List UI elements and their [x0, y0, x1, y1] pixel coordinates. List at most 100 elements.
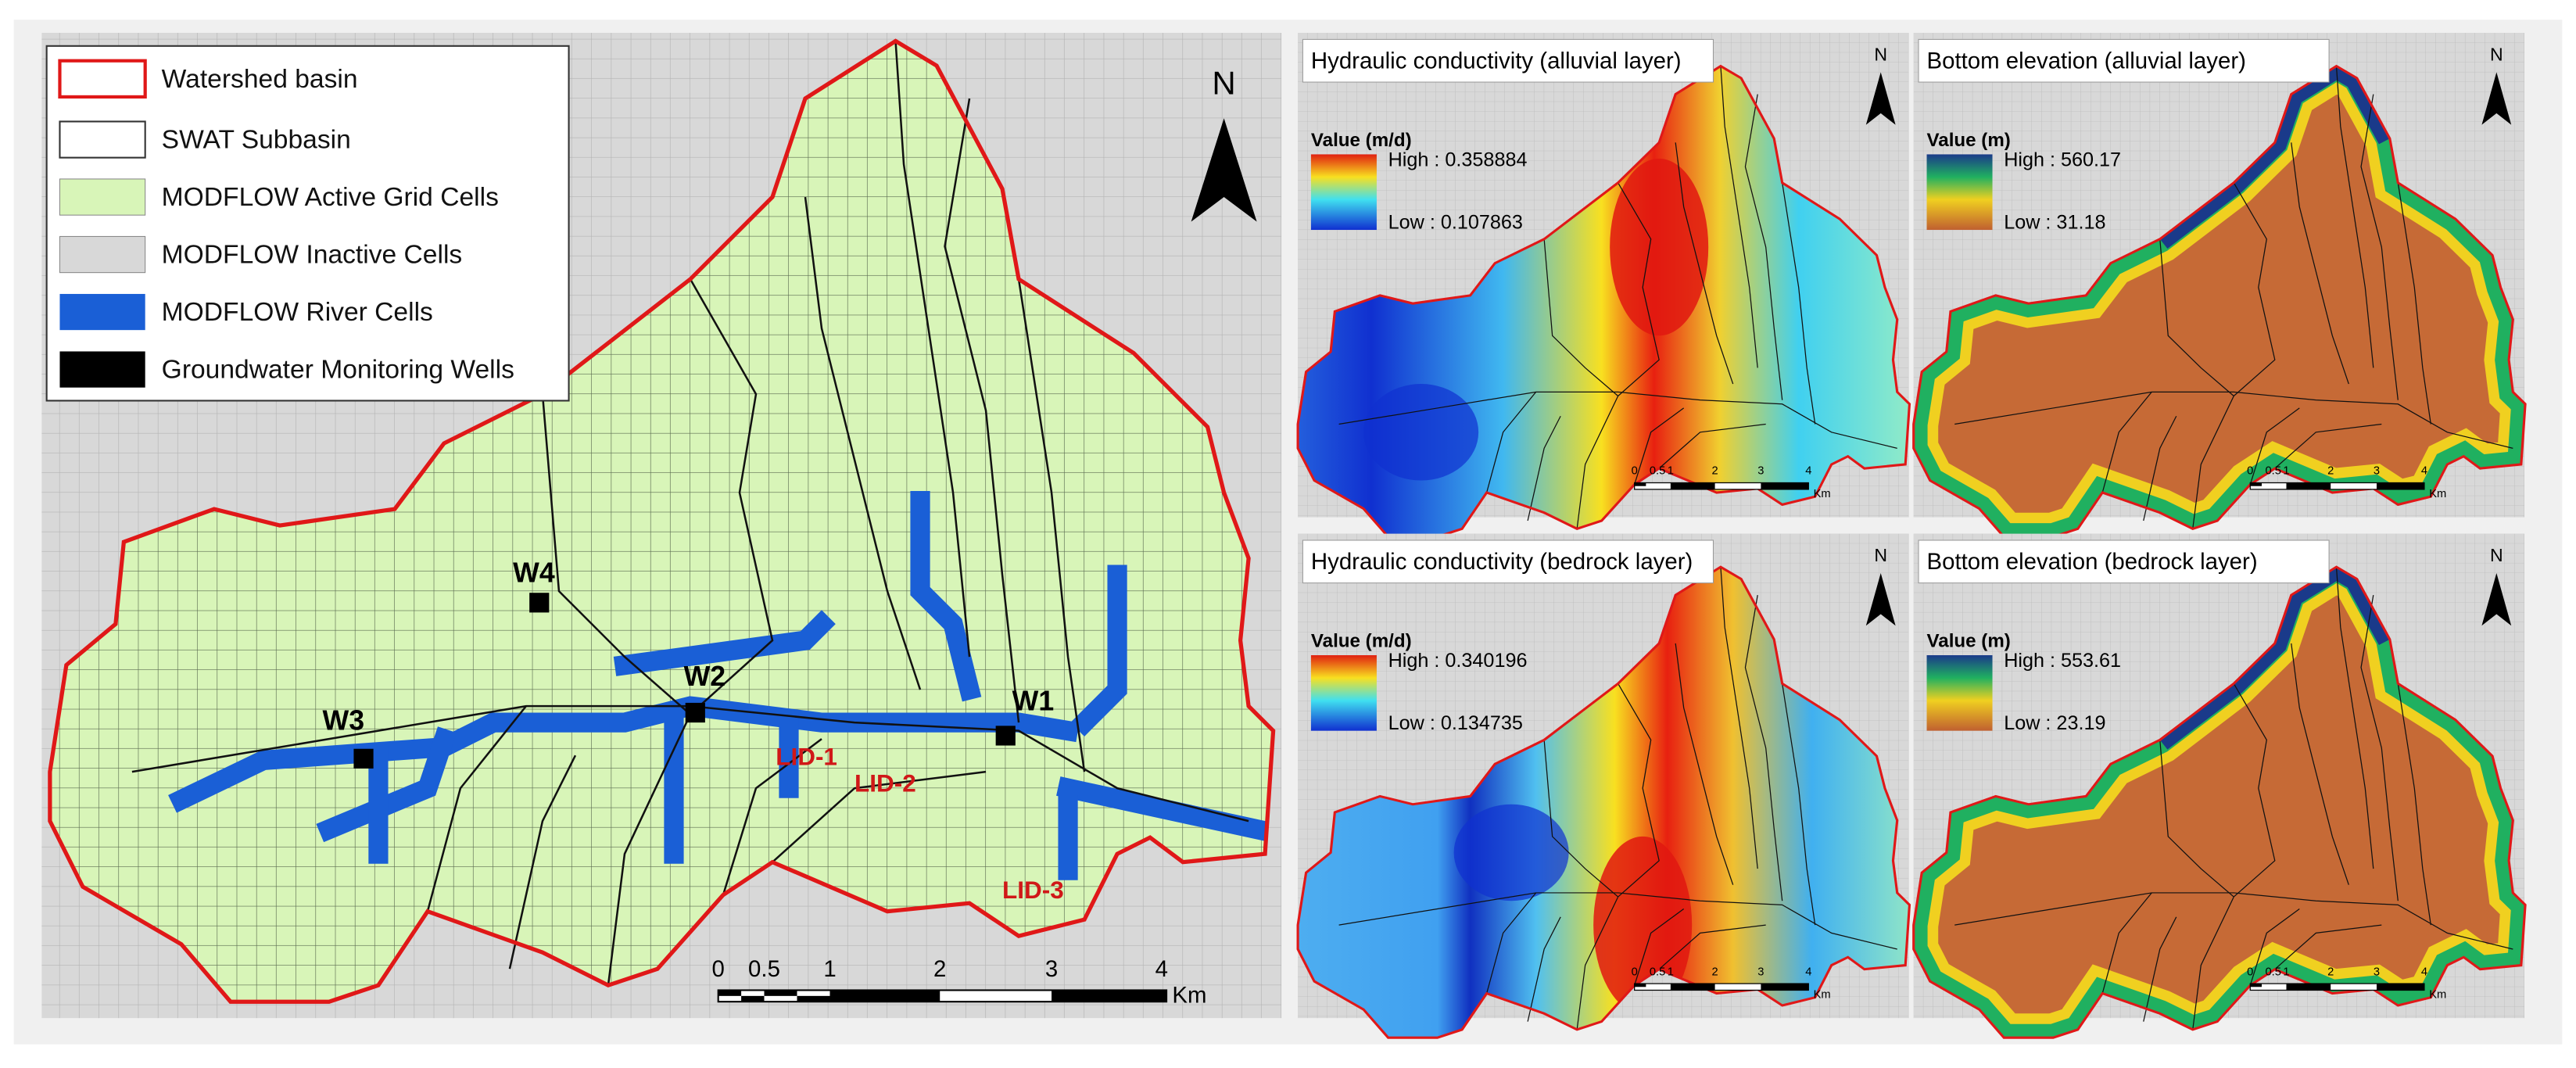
north-arrow [1191, 118, 1257, 222]
scale-label: 0.5 [2265, 966, 2280, 978]
scale-bar [1634, 482, 1646, 486]
scale-label: 4 [1805, 465, 1811, 478]
legend-low: Low : 0.107863 [1388, 211, 1523, 233]
scale-bar [1670, 482, 1715, 489]
legend-low: Low : 31.18 [2004, 211, 2105, 233]
legend-low: Low : 23.19 [2004, 712, 2105, 734]
scale-label: 0.5 [1650, 465, 1665, 478]
legend-ramp [1926, 154, 1993, 231]
legend-high: High : 560.17 [2004, 149, 2121, 170]
scale-bar [2286, 984, 2331, 991]
well-label: W1 [1012, 685, 1055, 716]
scale-unit: Km [1814, 989, 1831, 1002]
scale-label: 2 [1711, 465, 1718, 478]
scale-label: 2 [1711, 966, 1718, 978]
river-cells [168, 490, 1269, 880]
north-arrow [1865, 573, 1896, 626]
scale-label: 1 [823, 956, 836, 982]
scale-bar [2250, 984, 2262, 987]
scale-bar [1761, 984, 1809, 991]
well-label: W3 [323, 705, 365, 736]
well [685, 702, 705, 723]
lid-label: LID-3 [1002, 876, 1064, 904]
scale-label: 1 [1668, 966, 1674, 978]
panel-title: Hydraulic conductivity (alluvial layer) [1311, 48, 1682, 74]
north-label: N [1874, 45, 1887, 65]
legend-label: Watershed basin [162, 65, 358, 94]
legend-ramp [1926, 655, 1993, 731]
scale-label: 0 [1632, 966, 1638, 978]
well [995, 726, 1016, 746]
legend-title: Value (m/d) [1311, 130, 1412, 151]
raster-coldspot [1453, 804, 1569, 901]
scale-unit: Km [2429, 989, 2446, 1002]
north-label: N [2490, 45, 2503, 65]
legend-title: Value (m) [1927, 130, 2011, 151]
legend-ramp [1310, 655, 1377, 731]
scale-bar [717, 989, 1168, 1003]
raster-hotspot [1610, 158, 1709, 336]
scale-label: 2 [2327, 465, 2334, 478]
scale-label: 2 [2327, 966, 2334, 978]
scale-bar [1634, 984, 1646, 987]
scale-unit: Km [2429, 488, 2446, 500]
legend-title: Value (m) [1927, 631, 2011, 652]
legend-label: MODFLOW Active Grid Cells [162, 183, 499, 212]
scale-bar [1670, 984, 1715, 991]
legend-label: SWAT Subbasin [162, 126, 351, 155]
map-panel: Hydraulic conductivity (bedrock layer) Va… [1296, 533, 1911, 1039]
lid-label: LID-1 [776, 743, 837, 771]
scale-label: 0.5 [748, 956, 780, 982]
scale-unit: Km [1172, 983, 1206, 1009]
scale-label: 3 [1757, 966, 1764, 978]
north-arrow [2481, 573, 2512, 626]
scale-label: 1 [2283, 966, 2289, 978]
legend-title: Value (m/d) [1311, 631, 1412, 652]
scale-label: 4 [1155, 956, 1168, 982]
scale-bar [2286, 482, 2331, 489]
scale-label: 0 [2247, 465, 2253, 478]
panel-title: Bottom elevation (alluvial layer) [1927, 48, 2246, 74]
scale-label: 3 [1757, 465, 1764, 478]
legend-label: MODFLOW River Cells [162, 298, 433, 327]
scale-label: 0.5 [1650, 966, 1665, 978]
title-box [1302, 38, 1714, 83]
legend-low: Low : 0.134735 [1388, 712, 1523, 734]
scale-unit: Km [1814, 488, 1831, 500]
scale-label: 4 [2421, 966, 2427, 978]
main-map: W1 W2 W3 W4 LID-1 LID-2 LID-3 N 0 0.5 1 … [41, 33, 1282, 1019]
legend-high: High : 0.358884 [1388, 149, 1528, 170]
scale-label: 1 [2283, 465, 2289, 478]
legend-label: MODFLOW Inactive Cells [162, 241, 463, 270]
north-arrow [2481, 72, 2512, 125]
scale-bar [1761, 482, 1809, 489]
lid-label: LID-2 [854, 769, 916, 797]
panel-title: Hydraulic conductivity (bedrock layer) [1311, 549, 1693, 575]
north-arrow [1865, 72, 1896, 125]
scale-bar [2250, 482, 2262, 486]
scale-label: 0.5 [2265, 465, 2280, 478]
raster-hotspot [1593, 836, 1693, 1014]
panel-title: Bottom elevation (bedrock layer) [1927, 549, 2258, 575]
north-label: N [1212, 64, 1235, 101]
title-box [1918, 38, 2330, 83]
north-label: N [2490, 545, 2503, 565]
title-box [1918, 539, 2330, 584]
scale-label: 0 [1632, 465, 1638, 478]
north-label: N [1874, 545, 1887, 565]
scale-label: 4 [1805, 966, 1811, 978]
raster-coldspot [1363, 384, 1479, 481]
title-box [1302, 539, 1714, 584]
scale-label: 0 [712, 956, 725, 982]
legend-ramp [1310, 154, 1377, 231]
scale-label: 3 [2374, 966, 2380, 978]
panels: Hydraulic conductivity (alluvial layer) V… [1296, 33, 2527, 1039]
map-panel: Hydraulic conductivity (alluvial layer) V… [1296, 33, 1911, 539]
scale-label: 2 [933, 956, 946, 982]
scale-label: 3 [2374, 465, 2380, 478]
scale-bar [2377, 984, 2424, 991]
legend-label: Groundwater Monitoring Wells [162, 356, 514, 385]
legend-high: High : 553.61 [2004, 650, 2121, 672]
map-panel: Bottom elevation (alluvial layer) Value (… [1912, 33, 2527, 539]
